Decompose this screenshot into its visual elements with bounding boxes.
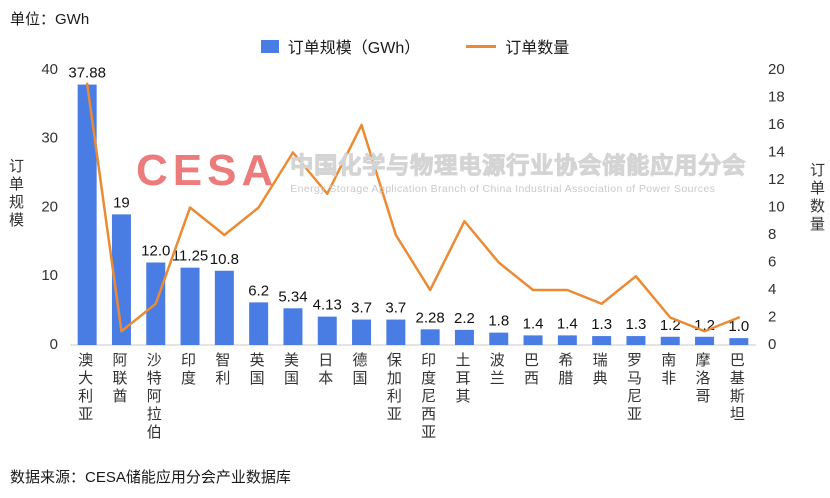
bar — [729, 338, 749, 345]
bar-value-label: 1.4 — [557, 315, 578, 332]
right-axis-tick: 0 — [768, 336, 776, 353]
bar-value-label: 1.2 — [660, 317, 681, 334]
right-axis-tick: 10 — [768, 198, 785, 215]
left-axis-tick: 10 — [41, 267, 58, 284]
bar-value-label: 1.3 — [591, 316, 612, 333]
right-axis-title: 订单数量 — [808, 162, 825, 234]
x-axis-label: 瑞典 — [590, 352, 608, 388]
left-axis-title: 订单规模 — [7, 158, 24, 230]
x-axis-label: 智利 — [213, 352, 231, 388]
line-legend-label: 订单数量 — [505, 40, 570, 57]
x-axis-label: 德国 — [350, 352, 368, 388]
order-count-line — [85, 82, 741, 333]
legend-item-bar: 订单规模（GWh） — [260, 34, 421, 58]
bar-value-label: 1.4 — [523, 315, 544, 332]
legend: 订单规模（GWh） 订单数量 — [0, 34, 830, 58]
bar-value-label: 37.88 — [68, 65, 106, 82]
bar-value-label: 3.7 — [385, 300, 406, 317]
legend-item-line: 订单数量 — [466, 34, 569, 58]
x-axis-label: 美国 — [281, 352, 299, 388]
x-axis-label: 摩洛哥 — [693, 352, 711, 406]
bar-value-label: 11.25 — [172, 248, 208, 265]
bar — [660, 336, 680, 345]
x-axis-label: 南非 — [659, 352, 677, 388]
bar — [523, 335, 543, 345]
unit-label: 单位：GWh — [10, 11, 90, 28]
x-axis-label: 印度 — [179, 352, 197, 388]
bar-legend-swatch — [260, 39, 279, 53]
left-axis-tick: 20 — [41, 198, 58, 215]
left-axis-tick: 30 — [41, 130, 58, 147]
right-axis-tick: 20 — [768, 61, 785, 78]
left-axis-tick: 40 — [41, 61, 58, 78]
x-axis-label: 英国 — [247, 352, 265, 388]
bar-value-label: 12.0 — [141, 243, 170, 260]
bar-value-label: 3.7 — [351, 300, 372, 317]
bar-value-label: 1.8 — [488, 313, 509, 330]
x-axis-label: 波兰 — [487, 352, 505, 388]
bar — [489, 332, 509, 345]
bar-value-label: 1.3 — [626, 316, 647, 333]
bar-legend-label: 订单规模（GWh） — [287, 40, 421, 57]
x-axis-label: 日本 — [316, 352, 334, 388]
bar — [695, 336, 715, 345]
left-axis-tick: 0 — [50, 336, 58, 353]
x-axis-label: 罗马尼亚 — [624, 352, 642, 424]
x-axis-label: 印度尼西亚 — [419, 352, 437, 442]
bar-value-label: 4.13 — [313, 297, 342, 314]
bar — [454, 329, 474, 345]
bar-value-label: 10.8 — [210, 251, 239, 268]
bar — [283, 308, 303, 345]
x-axis-label: 希腊 — [556, 352, 574, 388]
bar — [626, 336, 646, 345]
bar — [592, 336, 612, 345]
data-source: 数据来源：CESA储能应用分会产业数据库 — [10, 469, 291, 486]
right-axis-tick: 18 — [768, 88, 785, 105]
right-axis-tick: 4 — [768, 281, 776, 298]
bar — [557, 335, 577, 345]
right-axis-tick: 6 — [768, 253, 776, 270]
bar — [111, 214, 131, 345]
bar — [386, 319, 406, 345]
x-axis-label: 沙特阿拉伯 — [144, 352, 162, 442]
bar — [77, 84, 97, 345]
x-axis-label: 巴基斯坦 — [727, 352, 745, 424]
x-axis-label: 阿联酋 — [110, 352, 128, 406]
bar-value-label: 2.2 — [454, 310, 475, 327]
bar — [420, 329, 440, 345]
line-legend-swatch — [466, 44, 497, 48]
right-axis-tick: 8 — [768, 226, 776, 243]
x-axis-label: 保加利亚 — [384, 352, 402, 424]
bar-value-label: 6.2 — [248, 282, 269, 299]
bar-value-label: 19 — [113, 194, 130, 211]
bar — [317, 316, 337, 345]
right-axis-tick: 14 — [768, 143, 785, 160]
bar — [249, 302, 269, 345]
right-axis-tick: 12 — [768, 171, 785, 188]
bar — [214, 270, 234, 345]
x-axis-label: 土耳其 — [453, 352, 471, 406]
right-axis-tick: 16 — [768, 116, 785, 133]
bar-value-label: 5.34 — [278, 288, 307, 305]
bar — [352, 319, 372, 345]
right-axis-tick: 2 — [768, 308, 776, 325]
bar — [180, 267, 200, 345]
x-axis-label: 澳大利亚 — [76, 352, 94, 424]
bar-value-label: 1.0 — [728, 318, 749, 335]
bar-value-label: 2.28 — [416, 309, 445, 326]
x-axis-label: 巴西 — [522, 352, 540, 388]
